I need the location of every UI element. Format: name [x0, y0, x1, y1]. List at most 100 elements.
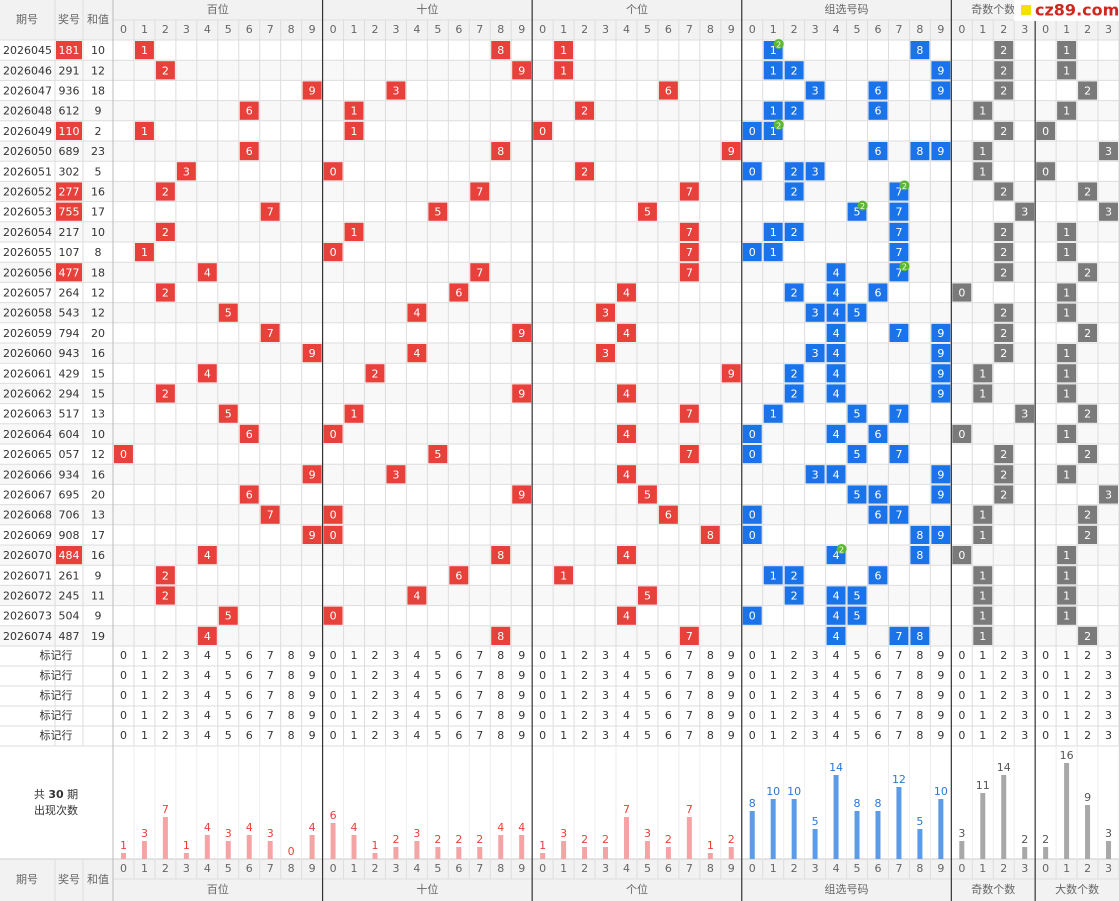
cell-digit: 4 — [413, 347, 420, 360]
sum: 20 — [91, 327, 105, 340]
number-cell — [260, 202, 280, 221]
number-cell — [197, 364, 217, 383]
cell-digit: 4 — [833, 327, 840, 340]
count-bar — [665, 847, 671, 859]
marker-digit: 9 — [518, 709, 525, 722]
cell-digit: 4 — [833, 266, 840, 279]
marker-digit: 3 — [812, 729, 819, 742]
count-label: 3 — [1105, 827, 1112, 840]
number-cell — [617, 323, 636, 342]
cell-digit: 9 — [728, 145, 735, 158]
count-label: 2 — [581, 833, 588, 846]
number-cell — [512, 61, 532, 80]
marker-digit: 1 — [351, 669, 358, 682]
number-cell — [994, 344, 1014, 363]
marker-digit: 4 — [204, 689, 211, 702]
marker-digit: 9 — [309, 649, 316, 662]
number-cell — [1057, 364, 1077, 383]
marker-digit: 2 — [1000, 729, 1007, 742]
column-footer: 奖号 — [58, 872, 80, 886]
number-cell — [763, 243, 783, 262]
marker-digit: 0 — [539, 709, 546, 722]
marker-digit: 5 — [644, 669, 651, 682]
count-label: 4 — [497, 821, 504, 834]
marker-digit: 1 — [1063, 649, 1070, 662]
sum: 15 — [91, 388, 105, 401]
count-label: 14 — [829, 761, 843, 774]
number-cell — [721, 364, 741, 383]
marker-digit: 3 — [1105, 689, 1112, 702]
marker-digit: 0 — [120, 649, 127, 662]
marker-digit: 5 — [854, 729, 861, 742]
marker-digit: 5 — [225, 729, 232, 742]
marker-digit: 3 — [812, 649, 819, 662]
cell-digit: 3 — [602, 307, 609, 320]
cell-digit: 0 — [749, 246, 756, 259]
digit-footer: 2 — [1000, 862, 1007, 875]
number-cell — [449, 566, 469, 585]
marker-digit: 2 — [1000, 669, 1007, 682]
cell-digit: 4 — [833, 590, 840, 603]
marker-digit: 1 — [770, 649, 777, 662]
digit-header: 1 — [770, 23, 777, 36]
digit-header: 4 — [833, 23, 840, 36]
cell-digit: 2 — [162, 590, 169, 603]
number-cell — [617, 606, 636, 625]
digit-footer: 1 — [979, 862, 986, 875]
number-cell — [868, 424, 888, 443]
marker-digit: 8 — [707, 709, 714, 722]
sum: 9 — [95, 569, 102, 582]
cell-digit: 2 — [791, 64, 798, 77]
marker-digit: 1 — [141, 689, 148, 702]
number-cell — [407, 586, 427, 605]
marker-digit: 4 — [413, 729, 420, 742]
sum: 9 — [95, 105, 102, 118]
sum: 12 — [91, 287, 105, 300]
digit-header: 3 — [392, 23, 399, 36]
pair-badge-label: 2 — [902, 263, 907, 272]
marker-digit: 6 — [874, 709, 881, 722]
number-cell — [805, 344, 825, 363]
issue: 2026063 — [3, 408, 52, 421]
number-cell — [763, 404, 783, 423]
marker-digit: 7 — [267, 669, 274, 682]
cell-digit: 0 — [749, 125, 756, 138]
marker-digit: 3 — [183, 709, 190, 722]
number-cell — [470, 263, 490, 282]
number-cell — [826, 283, 846, 302]
number-cell — [868, 485, 888, 504]
cell-digit: 6 — [874, 509, 881, 522]
group-footer: 个位 — [626, 882, 648, 896]
marker-digit: 3 — [392, 669, 399, 682]
number-cell — [994, 182, 1014, 201]
marker-digit: 3 — [1105, 709, 1112, 722]
draw-number: 689 — [59, 145, 80, 158]
digit-footer: 7 — [476, 862, 483, 875]
marker-digit: 9 — [309, 689, 316, 702]
marker-digit: 0 — [330, 709, 337, 722]
marker-digit: 2 — [791, 649, 798, 662]
cell-digit: 1 — [1063, 347, 1070, 360]
digit-header: 7 — [476, 23, 483, 36]
cell-digit: 7 — [686, 266, 693, 279]
digit-footer: 3 — [1105, 862, 1112, 875]
number-cell — [323, 606, 343, 625]
number-cell — [323, 525, 343, 544]
marker-digit: 9 — [937, 729, 944, 742]
number-cell — [679, 243, 699, 262]
number-cell — [868, 566, 888, 585]
cell-digit: 1 — [979, 569, 986, 582]
sum: 18 — [91, 266, 105, 279]
pair-badge-label: 2 — [776, 121, 781, 130]
count-bar — [1043, 847, 1049, 859]
group-footer: 大数个数 — [1055, 882, 1099, 896]
stats-caption: 出现次数 — [34, 803, 78, 817]
marker-digit: 2 — [162, 669, 169, 682]
number-cell — [323, 424, 343, 443]
group-header: 组选号码 — [825, 2, 869, 16]
count-label: 2 — [1021, 833, 1028, 846]
cell-digit: 2 — [162, 388, 169, 401]
digit-header: 2 — [371, 23, 378, 36]
marker-digit: 6 — [665, 709, 672, 722]
count-label: 2 — [455, 833, 462, 846]
